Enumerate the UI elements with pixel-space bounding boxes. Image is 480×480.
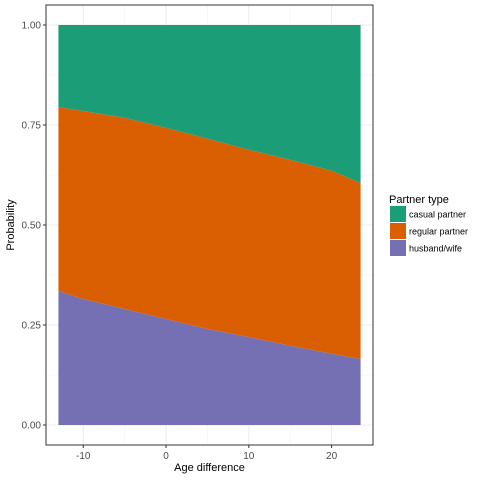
legend-label-regular-partner: regular partner: [409, 227, 468, 237]
y-tick-label: 0.25: [22, 321, 42, 332]
legend-label-husband-wife: husband/wife: [409, 244, 462, 254]
legend-key-husband-wife: [390, 240, 406, 256]
x-tick-label: -10: [76, 451, 91, 462]
y-tick-label: 0.00: [22, 421, 42, 432]
area-casual-partner: [58, 25, 361, 183]
area-regular-partner: [58, 107, 361, 359]
x-axis-title: Age difference: [174, 462, 245, 474]
y-tick-label: 0.75: [22, 121, 42, 132]
y-axis-title: Probability: [5, 199, 17, 251]
legend-title: Partner type: [389, 194, 449, 206]
y-axis: 0.00 0.25 0.50 0.75 1.00: [22, 21, 46, 432]
stacked-areas: [58, 25, 361, 425]
x-tick-label: 0: [163, 451, 169, 462]
y-tick-label: 1.00: [22, 21, 42, 32]
legend-key-casual-partner: [390, 206, 406, 222]
x-tick-label: 20: [326, 451, 338, 462]
legend: Partner type casual partner regular partn…: [389, 194, 468, 256]
area-husband-wife: [58, 291, 361, 425]
x-tick-label: 10: [243, 451, 255, 462]
legend-key-regular-partner: [390, 223, 406, 239]
y-tick-label: 0.50: [22, 221, 42, 232]
legend-label-casual-partner: casual partner: [409, 210, 466, 220]
x-axis: -10 0 10 20: [76, 445, 338, 462]
